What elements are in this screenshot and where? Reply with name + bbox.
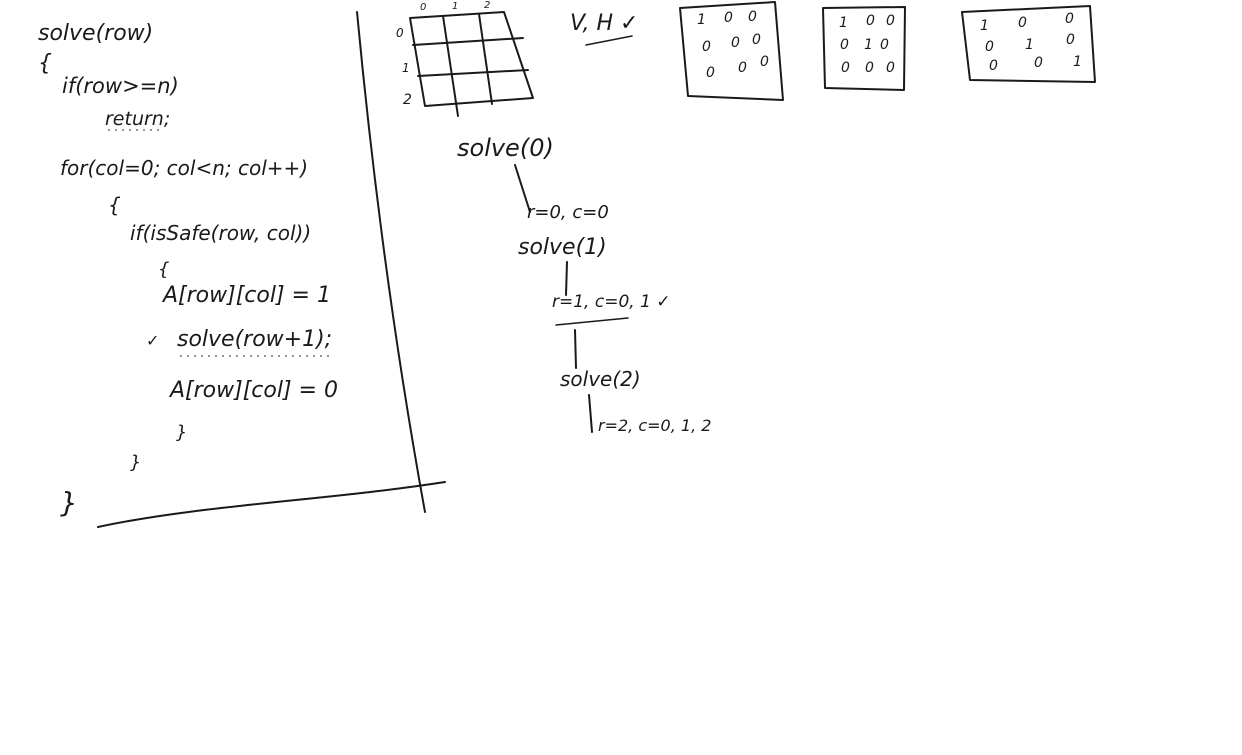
board-1-cell: 0 (724, 10, 733, 26)
board-1-cell: 0 (702, 39, 711, 55)
grid-col-line-2 (478, 13, 493, 105)
board-matrix-3: 1 0 0 0 1 0 0 0 1 (961, 5, 1096, 83)
board-3-cell: 1 (980, 18, 989, 34)
board-2-cell: 0 (886, 60, 895, 76)
board-3-cell: 0 (989, 58, 998, 74)
board-2-cell: 0 (865, 60, 874, 76)
board-3-cell: 0 (1034, 55, 1043, 71)
board-3-frame (961, 5, 1096, 83)
chessboard-grid: 0 1 2 0 1 2 (396, 0, 534, 117)
trace-call-solve-1: solve(1) (518, 235, 607, 260)
grid-col-label-2: 2 (484, 0, 490, 11)
code-line-if-base-case: if(row>=n) (62, 74, 179, 98)
board-2-cell: 0 (886, 13, 895, 29)
trace-step-row-2: r=2, c=0, 1, 2 (598, 416, 711, 435)
board-1-cell: 0 (760, 54, 769, 70)
board-1-cell: 0 (706, 65, 715, 81)
board-3-cell: 1 (1073, 54, 1082, 70)
code-divider-line (356, 11, 426, 513)
code-line-if-is-safe: if(isSafe(row, col)) (130, 221, 311, 245)
board-1-cell: 1 (697, 12, 706, 28)
code-for-open-brace: { (108, 193, 121, 217)
code-if-open-brace: { (158, 259, 169, 280)
code-bottom-line (97, 481, 446, 528)
board-1-cell: 0 (748, 9, 757, 25)
grid-col-line-1 (442, 15, 459, 117)
board-1-frame (679, 1, 784, 101)
trace-call-solve-2: solve(2) (560, 367, 641, 391)
grid-row-label-2: 2 (403, 92, 412, 108)
vertical-horizontal-check: V, H ✓ (570, 11, 638, 36)
trace-connector-1 (565, 261, 568, 296)
trace-connector-3 (588, 394, 593, 433)
code-block: solve(row) { if(row>=n) return; for(col=… (38, 21, 338, 519)
board-3-cell: 0 (1018, 15, 1027, 31)
code-for-close-brace: } (130, 452, 141, 473)
board-2-cell: 0 (841, 60, 850, 76)
board-2-cell: 1 (864, 37, 873, 53)
grid-col-label-1: 1 (452, 1, 458, 12)
trace-connector-0 (514, 164, 531, 213)
trace-step-row-1: r=1, c=0, 1 ✓ (552, 292, 671, 312)
board-1-cell: 0 (731, 35, 740, 51)
board-3-cell: 1 (1025, 37, 1034, 53)
trace-connector-2 (574, 329, 577, 369)
code-close-brace: } (60, 486, 78, 519)
board-matrix-1: 1 0 0 0 0 0 0 0 0 (679, 1, 784, 101)
board-2-cell: 1 (839, 15, 848, 31)
trace-step-row-0: r=0, c=0 (527, 202, 609, 223)
board-1-cell: 0 (738, 60, 747, 76)
board-2-frame (822, 6, 906, 91)
code-line-for-loop: for(col=0; col<n; col++) (60, 156, 308, 180)
code-line-solve-signature: solve(row) (38, 21, 153, 46)
grid-col-label-0: 0 (420, 2, 426, 13)
code-if-close-brace: } (176, 422, 187, 443)
trace-call-solve-0: solve(0) (457, 134, 554, 162)
board-3-cell: 0 (985, 39, 994, 55)
code-line-place-queen: A[row][col] = 1 (161, 283, 331, 308)
board-3-cell: 0 (1066, 32, 1075, 48)
code-line-return: return; (105, 108, 170, 130)
grid-outline (409, 11, 534, 107)
grid-row-label-0: 0 (396, 26, 404, 40)
code-line-backtrack: A[row][col] = 0 (168, 378, 338, 403)
board-2-cell: 0 (880, 37, 889, 53)
board-matrix-2: 1 0 0 0 1 0 0 0 0 (822, 6, 906, 91)
board-2-cell: 0 (840, 37, 849, 53)
code-open-brace: { (38, 51, 52, 76)
check-underline (585, 35, 633, 46)
code-check-mark: ✓ (146, 331, 159, 350)
grid-row-line-2 (417, 69, 529, 77)
trace-step-1-underline (555, 317, 629, 326)
recursion-trace: solve(0) r=0, c=0 solve(1) r=1, c=0, 1 ✓… (457, 134, 711, 435)
board-1-cell: 0 (752, 32, 761, 48)
code-line-recurse: solve(row+1); (177, 327, 332, 352)
grid-row-line-1 (412, 37, 524, 46)
board-3-cell: 0 (1065, 11, 1074, 27)
grid-row-label-1: 1 (402, 61, 410, 75)
board-2-cell: 0 (866, 13, 875, 29)
